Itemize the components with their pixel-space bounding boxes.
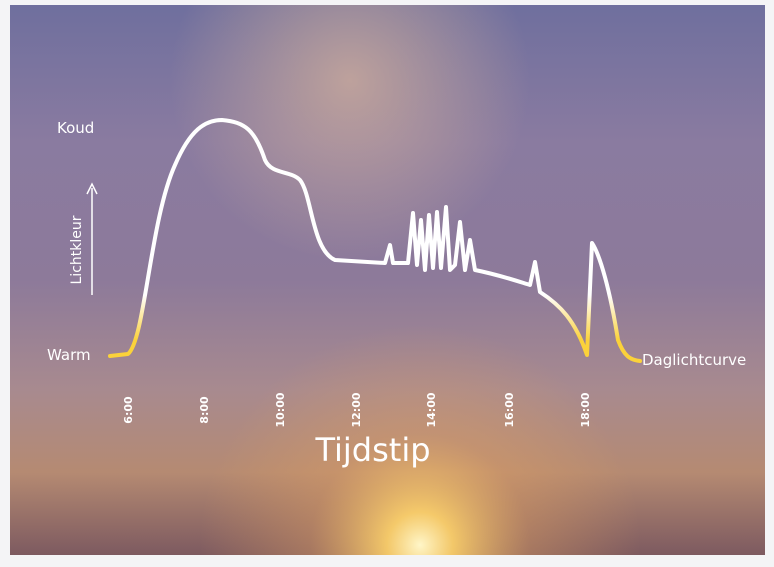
time-label: 16:00 — [503, 392, 516, 427]
time-label: 8:00 — [198, 396, 211, 424]
cold-label: Koud — [57, 119, 94, 137]
time-label: 14:00 — [425, 392, 438, 427]
x-axis-label: Tijdstip — [314, 431, 430, 469]
time-label: 6:00 — [122, 396, 135, 424]
curve-label: Daglichtcurve — [642, 351, 746, 369]
time-label: 10:00 — [274, 392, 287, 427]
arrow-head — [86, 182, 98, 195]
time-label: 12:00 — [350, 392, 363, 427]
sun-glow — [10, 5, 765, 555]
time-label: 18:00 — [579, 392, 592, 427]
warm-label: Warm — [47, 346, 91, 364]
y-axis-label: Lichtkleur — [69, 215, 85, 284]
daylight-curve — [108, 118, 642, 363]
time-labels: 6:00 8:00 10:00 12:00 14:00 16:00 18:00 — [122, 392, 592, 427]
